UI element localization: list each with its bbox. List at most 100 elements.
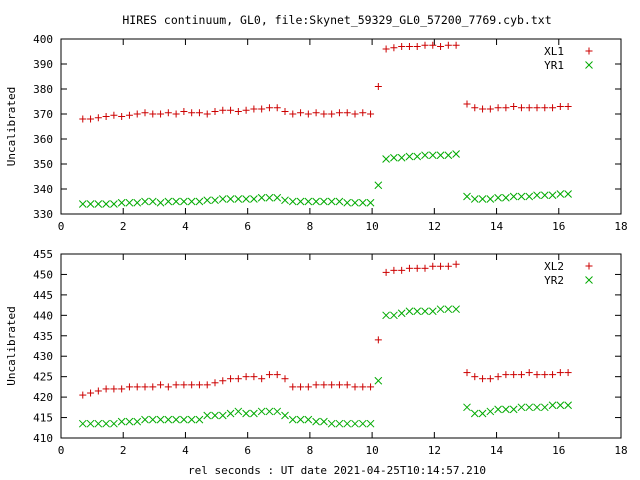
data-point <box>180 197 188 206</box>
marker-stroke <box>478 409 487 418</box>
data-point <box>533 403 541 412</box>
data-point <box>444 41 452 49</box>
data-point <box>374 83 382 90</box>
data-point <box>548 401 557 410</box>
data-point <box>156 415 165 424</box>
data-point <box>195 197 204 206</box>
data-point <box>510 103 518 110</box>
marker-stroke <box>478 195 487 203</box>
data-point <box>304 110 312 118</box>
data-point <box>320 381 328 389</box>
data-point <box>288 415 297 424</box>
data-point <box>478 195 487 203</box>
x-tick-label: 2 <box>120 444 127 457</box>
data-point <box>203 110 211 118</box>
data-point <box>320 110 328 118</box>
data-point <box>226 409 235 418</box>
data-point <box>203 411 212 420</box>
data-point <box>549 104 557 112</box>
data-point <box>172 110 180 118</box>
data-point <box>358 198 367 207</box>
data-point <box>187 415 196 424</box>
marker-stroke <box>358 419 367 428</box>
marker-stroke <box>463 403 471 412</box>
data-point <box>351 383 359 391</box>
data-point <box>463 403 471 412</box>
marker-stroke <box>117 198 126 207</box>
data-point <box>94 114 102 122</box>
marker-stroke <box>156 415 165 424</box>
data-point <box>180 415 188 424</box>
data-point <box>296 197 305 206</box>
marker-stroke <box>211 196 219 205</box>
data-point <box>265 104 273 112</box>
marker-stroke <box>218 195 227 203</box>
marker-stroke <box>525 192 534 201</box>
data-point <box>211 379 219 387</box>
data-point <box>541 104 549 112</box>
data-point <box>463 100 471 108</box>
marker-stroke <box>556 401 565 410</box>
marker-stroke <box>366 198 375 207</box>
marker-stroke <box>397 309 406 318</box>
data-point <box>564 190 572 198</box>
marker-stroke <box>172 415 180 424</box>
data-point <box>312 197 320 206</box>
data-point <box>258 105 266 113</box>
data-point <box>133 110 141 118</box>
data-point <box>556 369 564 377</box>
data-point <box>273 371 281 379</box>
data-point <box>351 198 359 207</box>
x-tick-label: 14 <box>490 220 504 233</box>
data-point <box>413 307 422 316</box>
marker-stroke <box>133 198 142 207</box>
data-point <box>335 381 343 389</box>
data-point <box>250 105 258 113</box>
marker-stroke <box>242 409 250 418</box>
data-point <box>257 193 266 202</box>
marker-stroke <box>470 195 479 203</box>
marker-stroke <box>148 197 157 206</box>
data-point <box>556 401 565 410</box>
data-point <box>429 262 437 270</box>
marker-stroke <box>494 193 502 202</box>
data-point <box>87 389 95 397</box>
data-point <box>405 307 414 316</box>
x-tick-label: 4 <box>182 220 189 233</box>
data-point <box>556 190 565 198</box>
marker-stroke <box>382 155 390 163</box>
data-point <box>328 110 336 118</box>
marker-stroke <box>172 197 180 206</box>
x-tick-label: 12 <box>428 444 441 457</box>
marker-stroke <box>502 405 510 414</box>
data-point <box>398 43 406 50</box>
data-point <box>390 311 398 320</box>
marker-stroke <box>421 151 429 160</box>
data-point <box>436 305 445 314</box>
data-point <box>78 200 87 208</box>
data-point <box>502 104 510 112</box>
data-point <box>405 43 413 50</box>
series-yr1 <box>78 150 572 208</box>
marker-stroke <box>195 415 204 424</box>
data-point <box>471 104 479 112</box>
marker-stroke <box>296 197 305 206</box>
data-point <box>367 110 375 118</box>
y-tick-label: 340 <box>33 183 53 196</box>
marker-stroke <box>405 307 414 316</box>
data-point <box>133 198 142 207</box>
marker-stroke <box>86 200 95 208</box>
data-point <box>382 268 390 276</box>
data-point <box>541 371 549 379</box>
y-tick-label: 350 <box>33 158 53 171</box>
marker-stroke <box>234 195 243 203</box>
plot-frame <box>60 253 622 439</box>
data-point <box>86 200 95 208</box>
marker-stroke <box>203 196 212 205</box>
y-tick-label: 440 <box>33 309 53 322</box>
data-point <box>226 195 235 203</box>
data-point <box>421 264 429 272</box>
data-point <box>281 411 289 420</box>
data-point <box>118 385 126 393</box>
data-point <box>219 106 227 114</box>
